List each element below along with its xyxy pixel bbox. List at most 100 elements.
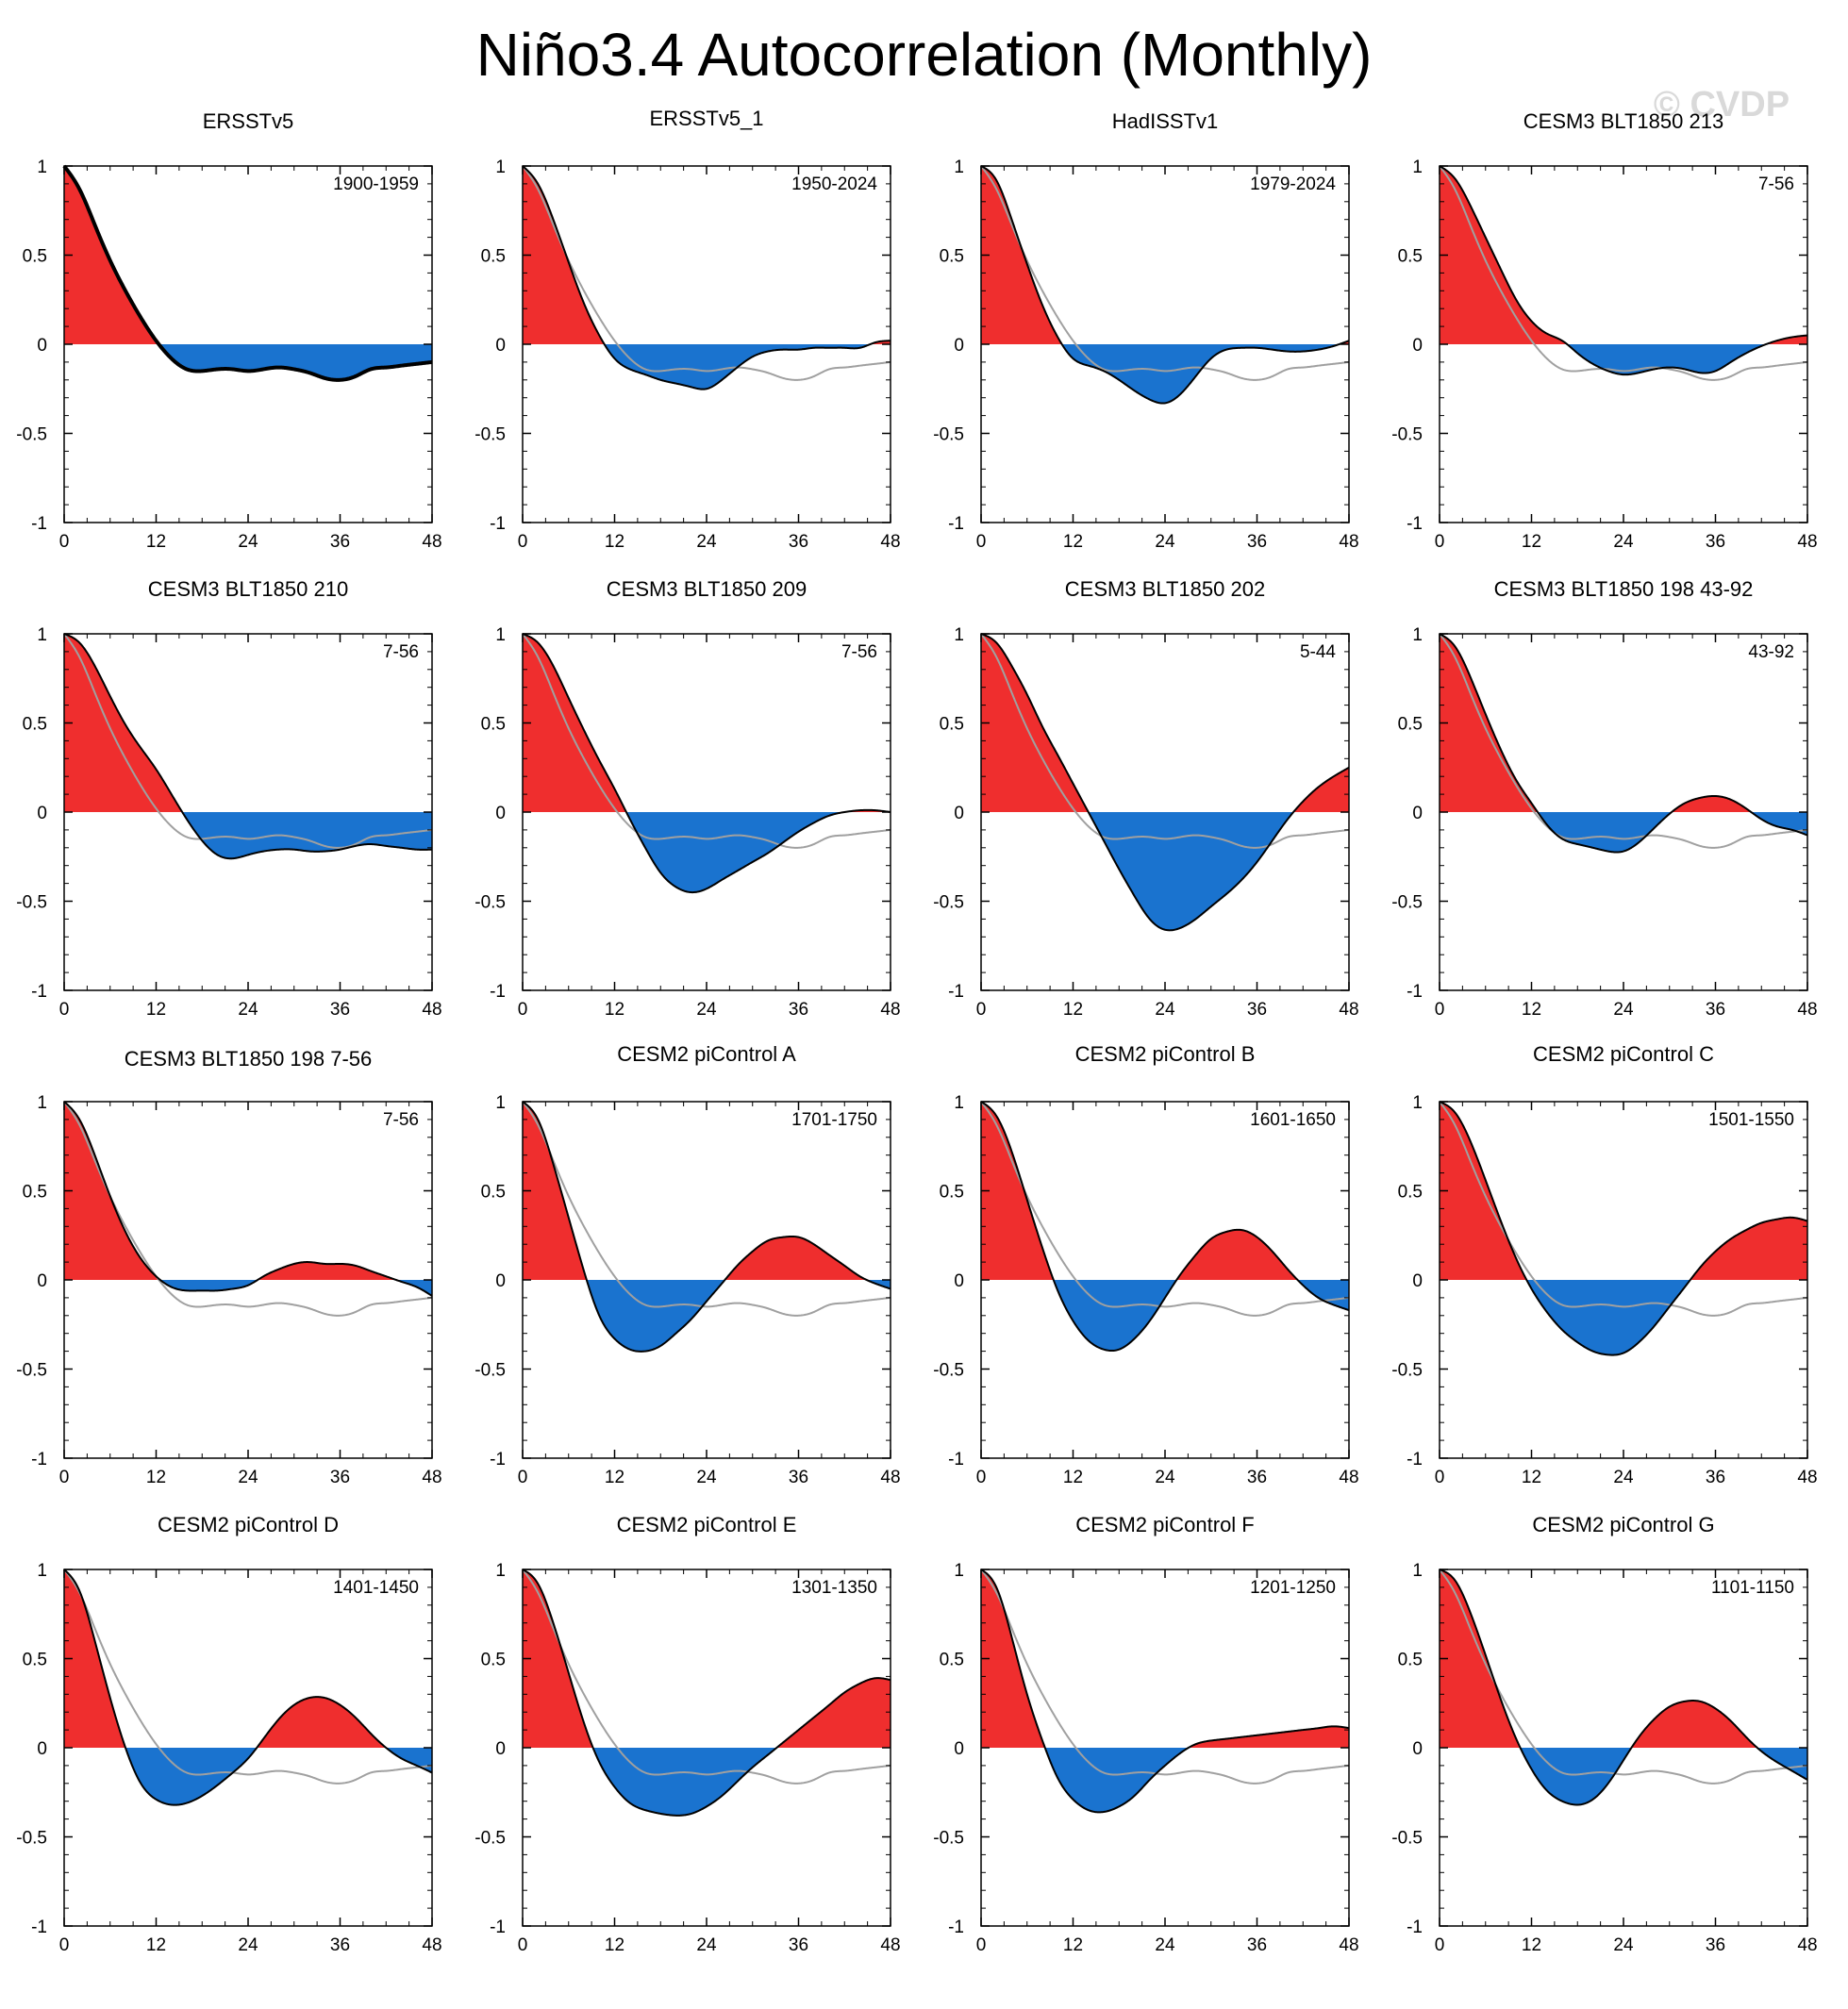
y-tick-label: -0.5 bbox=[474, 893, 506, 913]
positive-fill bbox=[1440, 1102, 1807, 1280]
x-tick-label: 0 bbox=[976, 1000, 987, 1020]
x-tick-label: 36 bbox=[1247, 532, 1267, 552]
period-label: 1601-1650 bbox=[1250, 1110, 1336, 1130]
y-tick-label: 1 bbox=[1412, 1093, 1423, 1113]
y-tick-label: 0 bbox=[1412, 1739, 1423, 1759]
x-tick-label: 36 bbox=[1247, 1935, 1267, 1955]
x-tick-label: 24 bbox=[1155, 532, 1175, 552]
chart-panel: 0 12 24 36 48 1 0.5 0 -0.5 -1 ERSSTv5_1 1950-2024 bbox=[474, 107, 900, 552]
x-tick-label: 12 bbox=[1063, 1935, 1083, 1955]
x-tick-label: 12 bbox=[605, 1935, 624, 1955]
x-tick-label: 36 bbox=[1247, 1000, 1267, 1020]
x-tick-label: 12 bbox=[1522, 1000, 1541, 1020]
x-tick-label: 24 bbox=[696, 532, 717, 552]
x-tick-label: 36 bbox=[789, 1000, 808, 1020]
y-tick-label: 0.5 bbox=[481, 247, 506, 267]
y-tick-label: 0.5 bbox=[23, 1651, 47, 1670]
period-label: 7-56 bbox=[841, 642, 877, 662]
y-tick-label: -1 bbox=[490, 982, 506, 1002]
y-tick-label: -0.5 bbox=[16, 893, 47, 913]
series-line bbox=[63, 1569, 433, 1806]
y-tick-label: 1 bbox=[495, 1093, 506, 1113]
negative-fill bbox=[981, 344, 1349, 404]
series-line bbox=[980, 1569, 1350, 1814]
x-tick-label: 24 bbox=[696, 1000, 717, 1020]
y-tick-label: 1 bbox=[1412, 625, 1423, 645]
reference-line bbox=[980, 1569, 1350, 1785]
positive-fill bbox=[1440, 1569, 1807, 1748]
y-tick-label: 0 bbox=[954, 336, 964, 356]
chart-panel: 0 12 24 36 48 1 0.5 0 -0.5 -1 CESM3 BLT1850 202 5-4… bbox=[933, 577, 1358, 1020]
y-tick-label: 0.5 bbox=[481, 1183, 506, 1203]
y-tick-label: 0 bbox=[495, 1271, 506, 1291]
x-tick-label: 24 bbox=[1155, 1468, 1175, 1487]
chart-panel: 0 12 24 36 48 1 0.5 0 -0.5 -1 CESM2 piControl D 140… bbox=[16, 1513, 441, 1955]
reference-line bbox=[1439, 1569, 1808, 1785]
chart-panel: 0 12 24 36 48 1 0.5 0 -0.5 -1 CESM2 piControl E 130… bbox=[474, 1513, 900, 1955]
reference-line bbox=[1439, 165, 1808, 381]
series-line bbox=[1439, 165, 1808, 376]
x-tick-label: 0 bbox=[1435, 1000, 1445, 1020]
reference-line bbox=[980, 165, 1350, 381]
period-label: 1101-1150 bbox=[1711, 1578, 1794, 1598]
y-tick-label: -0.5 bbox=[1391, 425, 1423, 445]
reference-line bbox=[63, 1569, 433, 1785]
period-label: 5-44 bbox=[1300, 642, 1336, 662]
y-tick-label: -1 bbox=[31, 982, 47, 1002]
panel-title: ERSSTv5 bbox=[203, 109, 294, 133]
chart-panel: 0 12 24 36 48 1 0.5 0 -0.5 -1 CESM2 piControl C 150… bbox=[1391, 1042, 1817, 1487]
reference-line bbox=[522, 1569, 891, 1785]
negative-fill bbox=[1440, 1280, 1807, 1355]
x-tick-label: 0 bbox=[518, 1000, 528, 1020]
y-tick-label: 0.5 bbox=[23, 247, 47, 267]
panel-title: CESM2 piControl B bbox=[1075, 1042, 1256, 1066]
watermark: © CVDP bbox=[1653, 85, 1790, 125]
x-tick-label: 48 bbox=[1339, 1000, 1358, 1020]
y-tick-label: -1 bbox=[1407, 1918, 1423, 1937]
series-line bbox=[522, 1569, 891, 1817]
x-tick-label: 48 bbox=[1797, 1935, 1817, 1955]
positive-fill bbox=[1440, 166, 1807, 344]
positive-fill bbox=[981, 166, 1349, 344]
panel-title: HadISSTv1 bbox=[1112, 109, 1219, 133]
y-tick-label: -0.5 bbox=[1391, 893, 1423, 913]
chart-panel: 0 12 24 36 48 1 0.5 0 -0.5 -1 CESM3 BLT1850 213 7-5… bbox=[1391, 109, 1817, 552]
x-tick-label: 12 bbox=[1522, 532, 1541, 552]
x-tick-label: 48 bbox=[880, 1468, 900, 1487]
x-tick-label: 48 bbox=[1339, 1468, 1358, 1487]
series-line bbox=[980, 633, 1350, 932]
y-tick-label: 0.5 bbox=[1398, 1651, 1423, 1670]
positive-fill bbox=[64, 634, 432, 812]
x-tick-label: 36 bbox=[1247, 1468, 1267, 1487]
y-tick-label: 1 bbox=[37, 158, 47, 177]
x-tick-label: 36 bbox=[1706, 532, 1725, 552]
period-label: 1501-1550 bbox=[1708, 1110, 1794, 1130]
x-tick-label: 0 bbox=[59, 1935, 70, 1955]
x-tick-label: 24 bbox=[238, 1935, 258, 1955]
x-tick-label: 0 bbox=[59, 1000, 70, 1020]
x-tick-label: 12 bbox=[605, 532, 624, 552]
x-tick-label: 24 bbox=[696, 1935, 717, 1955]
y-tick-label: -1 bbox=[31, 1918, 47, 1937]
reference-line bbox=[63, 1101, 433, 1317]
panel-title: CESM3 BLT1850 209 bbox=[607, 577, 807, 601]
x-tick-label: 0 bbox=[518, 1935, 528, 1955]
y-tick-label: 1 bbox=[37, 625, 47, 645]
y-tick-label: 1 bbox=[1412, 1561, 1423, 1581]
y-tick-label: 1 bbox=[37, 1561, 47, 1581]
chart-panel: 0 12 24 36 48 1 0.5 0 -0.5 -1 CESM2 piControl F 120… bbox=[933, 1513, 1358, 1955]
positive-fill bbox=[64, 1102, 432, 1280]
y-tick-label: -0.5 bbox=[1391, 1829, 1423, 1849]
x-tick-label: 48 bbox=[422, 1468, 441, 1487]
x-tick-label: 48 bbox=[1797, 1468, 1817, 1487]
y-tick-label: -1 bbox=[1407, 1450, 1423, 1469]
x-tick-label: 48 bbox=[422, 1000, 441, 1020]
x-tick-label: 48 bbox=[880, 532, 900, 552]
negative-fill bbox=[981, 812, 1349, 931]
y-tick-label: -0.5 bbox=[16, 1361, 47, 1381]
y-tick-label: 0.5 bbox=[481, 1651, 506, 1670]
reference-line bbox=[980, 1101, 1350, 1317]
chart-panel: 0 12 24 36 48 1 0.5 0 -0.5 -1 CESM2 piControl G 110… bbox=[1391, 1513, 1817, 1955]
series-line bbox=[1439, 1101, 1808, 1356]
